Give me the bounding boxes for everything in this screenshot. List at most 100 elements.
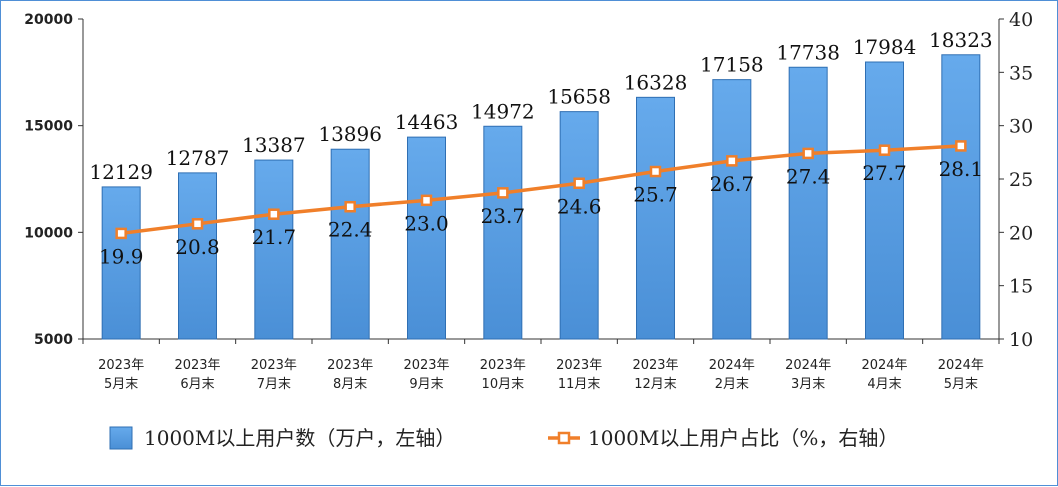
x-tick-label-month: 12月末	[634, 377, 677, 392]
line-value-label: 24.6	[557, 194, 602, 218]
x-tick-label: 2023年 10月末	[480, 358, 526, 392]
line-point	[420, 194, 433, 207]
y-left-tick-label: 20000	[24, 12, 73, 28]
x-tick-label-month: 5月末	[104, 377, 138, 392]
bar-value-label: 15658	[547, 85, 611, 109]
legend-line-marker	[557, 431, 571, 445]
x-tick-label-month: 8月末	[333, 377, 367, 392]
x-tick-label-year: 2024年	[709, 358, 755, 373]
line-value-label: 28.1	[939, 157, 984, 181]
axes: 5000 10000 15000 20000 10 15 20 25 30 35 40 2023年 5月…	[24, 9, 1033, 392]
bar-value-label: 14972	[471, 99, 535, 123]
x-tick-label: 2023年 7月末	[251, 358, 297, 392]
x-tick-label-year: 2023年	[632, 358, 678, 373]
x-tick-label-year: 2024年	[785, 358, 831, 373]
x-tick-label: 2024年 3月末	[785, 358, 831, 392]
x-tick-label-month: 9月末	[409, 377, 443, 392]
bar	[636, 96, 675, 340]
y-right-tick-label: 10	[1009, 329, 1033, 351]
line-value-label: 26.7	[710, 172, 755, 196]
y-right-tick-label: 20	[1009, 222, 1033, 244]
y-right-tick-label: 30	[1009, 116, 1033, 138]
line-point	[497, 187, 509, 199]
data-labels: 12129 12787 13387 13896 14463 14972 15658 16328…	[89, 28, 992, 269]
bar	[101, 186, 141, 340]
bar	[483, 125, 523, 340]
bar	[941, 54, 981, 340]
y-right-tick-label: 35	[1009, 62, 1033, 84]
y-right-tick-label: 15	[1009, 276, 1033, 298]
line-value-label: 23.7	[481, 204, 526, 228]
bar-value-label: 18323	[929, 28, 993, 52]
line-series	[115, 140, 967, 240]
bar-value-label: 17738	[776, 40, 840, 64]
x-tick-label: 2023年 11月末	[556, 358, 602, 392]
legend-bar-swatch	[109, 426, 133, 450]
bar	[865, 61, 904, 340]
bar	[407, 136, 446, 340]
bar-series	[101, 54, 981, 340]
x-tick-label: 2024年 5月末	[938, 358, 984, 392]
y-right-tick-label: 40	[1009, 9, 1033, 31]
bar-value-label: 12787	[166, 146, 230, 170]
x-tick-label-month: 11月末	[558, 377, 601, 392]
x-tick-label: 2023年 8月末	[327, 358, 373, 392]
line-value-label: 22.4	[328, 218, 373, 242]
line-value-label: 21.7	[252, 225, 297, 249]
line-value-label: 27.4	[786, 164, 831, 188]
x-tick-label-month: 3月末	[791, 377, 825, 392]
x-tick-label-year: 2023年	[327, 358, 373, 373]
line-point	[115, 227, 127, 240]
x-tick-label: 2023年 12月末	[632, 358, 678, 392]
x-tick-label-month: 2月末	[715, 377, 749, 392]
bar	[559, 111, 599, 340]
x-tick-label-month: 7月末	[257, 377, 291, 392]
x-tick-label-month: 4月末	[867, 377, 901, 392]
x-tick-label: 2023年 9月末	[403, 358, 449, 392]
line-point	[573, 177, 585, 190]
bar	[712, 79, 752, 340]
line-point	[955, 140, 967, 152]
bar	[330, 148, 370, 340]
bar-value-label: 14463	[395, 110, 459, 134]
x-tick-label-month: 6月末	[180, 377, 214, 392]
x-tick-label-month: 10月末	[482, 377, 525, 392]
line-point	[191, 218, 204, 230]
x-tick-label-year: 2024年	[861, 358, 907, 373]
bar-value-label: 16328	[624, 70, 688, 94]
x-tick-label: 2024年 4月末	[861, 358, 907, 392]
y-left-tick-label: 10000	[24, 225, 73, 241]
line-point	[726, 155, 738, 167]
y-left-tick-label: 5000	[34, 332, 73, 348]
x-tick-label-year: 2023年	[403, 358, 449, 373]
y-right-tick-label: 25	[1009, 169, 1033, 191]
bar	[788, 66, 828, 340]
legend: 1000M以上用户数（万户，左轴） 1000M以上用户占比（%，右轴）	[109, 426, 898, 450]
line-value-label: 19.9	[99, 244, 144, 268]
x-tick-label: 2024年 2月末	[709, 358, 755, 392]
x-tick-label-year: 2023年	[480, 358, 526, 373]
bar-value-label: 17984	[853, 35, 917, 59]
x-tick-label-year: 2024年	[938, 358, 984, 373]
bar-value-label: 13387	[242, 133, 306, 157]
line-point	[802, 147, 814, 160]
legend-line-label: 1000M以上用户占比（%，右轴）	[588, 426, 898, 450]
line-path	[120, 144, 961, 236]
bar	[254, 159, 294, 340]
x-tick-label: 2023年 5月末	[98, 358, 144, 392]
bar-value-label: 12129	[89, 160, 153, 184]
x-tick-label-year: 2023年	[174, 358, 220, 373]
line-point	[878, 144, 891, 156]
bar-value-label: 17158	[700, 53, 764, 77]
x-tick-label-year: 2023年	[556, 358, 602, 373]
line-point	[649, 165, 662, 178]
line-value-label: 25.7	[633, 183, 678, 207]
x-tick-label-year: 2023年	[98, 358, 144, 373]
line-value-label: 23.0	[404, 211, 449, 235]
x-tick-label-month: 5月末	[944, 377, 978, 392]
legend-bar-label: 1000M以上用户数（万户，左轴）	[144, 426, 455, 450]
y-left-tick-label: 15000	[24, 119, 73, 135]
x-tick-label-year: 2023年	[251, 358, 297, 373]
line-value-label: 27.7	[862, 161, 907, 185]
